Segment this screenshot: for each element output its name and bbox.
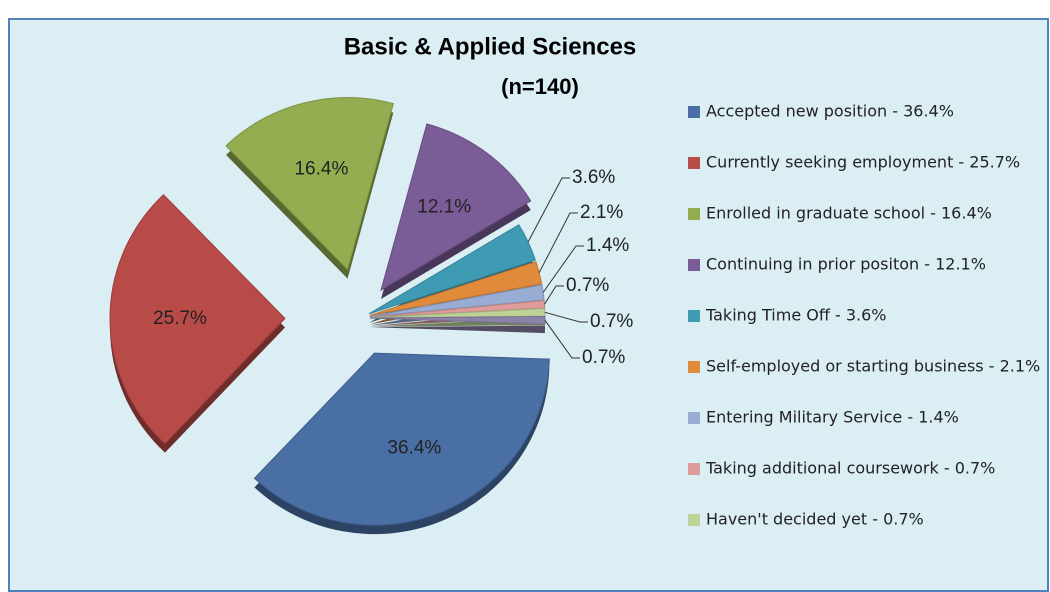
legend-label: Self-employed or starting business - 2.1… bbox=[706, 357, 1040, 376]
legend-label: Accepted new position - 36.4% bbox=[706, 102, 954, 121]
slice-side bbox=[369, 325, 545, 334]
legend-label: Taking Time Off - 3.6% bbox=[705, 306, 886, 325]
leader-line bbox=[542, 245, 584, 293]
legend-swatch bbox=[688, 157, 700, 169]
data-label: 36.4% bbox=[387, 438, 441, 459]
legend-swatch bbox=[688, 463, 700, 475]
legend-label: Enrolled in graduate school - 16.4% bbox=[706, 204, 992, 223]
leader-line bbox=[538, 212, 578, 273]
data-label: 1.4% bbox=[586, 235, 629, 256]
legend-swatch bbox=[688, 310, 700, 322]
chart-title: Basic & Applied Sciences bbox=[344, 33, 637, 60]
legend-swatch bbox=[688, 208, 700, 220]
leader-line bbox=[544, 311, 588, 323]
data-label: 16.4% bbox=[294, 159, 348, 180]
leader-line bbox=[544, 320, 580, 359]
legend-label: Entering Military Service - 1.4% bbox=[706, 408, 959, 427]
slice bbox=[109, 194, 286, 445]
legend-swatch bbox=[688, 412, 700, 424]
data-label: 3.6% bbox=[572, 167, 615, 188]
data-label: 0.7% bbox=[582, 347, 625, 368]
slice bbox=[380, 123, 532, 292]
data-label: 12.1% bbox=[417, 197, 471, 218]
leader-line bbox=[527, 177, 570, 243]
slice bbox=[225, 97, 394, 271]
slice bbox=[368, 224, 536, 315]
leader-line bbox=[544, 285, 564, 305]
legend-swatch bbox=[688, 106, 700, 118]
data-label: 25.7% bbox=[153, 308, 207, 329]
slice bbox=[253, 352, 550, 526]
chart-subtitle: (n=140) bbox=[501, 74, 579, 99]
data-label: 2.1% bbox=[580, 202, 623, 223]
data-label: 0.7% bbox=[590, 311, 633, 332]
legend-label: Haven't decided yet - 0.7% bbox=[706, 510, 924, 529]
slice bbox=[369, 284, 545, 318]
legend-swatch bbox=[688, 259, 700, 271]
data-label: 0.7% bbox=[566, 275, 609, 296]
legend-label: Taking additional coursework - 0.7% bbox=[705, 459, 995, 478]
legend-label: Currently seeking employment - 25.7% bbox=[706, 153, 1020, 172]
legend-swatch bbox=[688, 361, 700, 373]
legend-swatch bbox=[688, 514, 700, 526]
legend-label: Continuing in prior positon - 12.1% bbox=[706, 255, 986, 274]
